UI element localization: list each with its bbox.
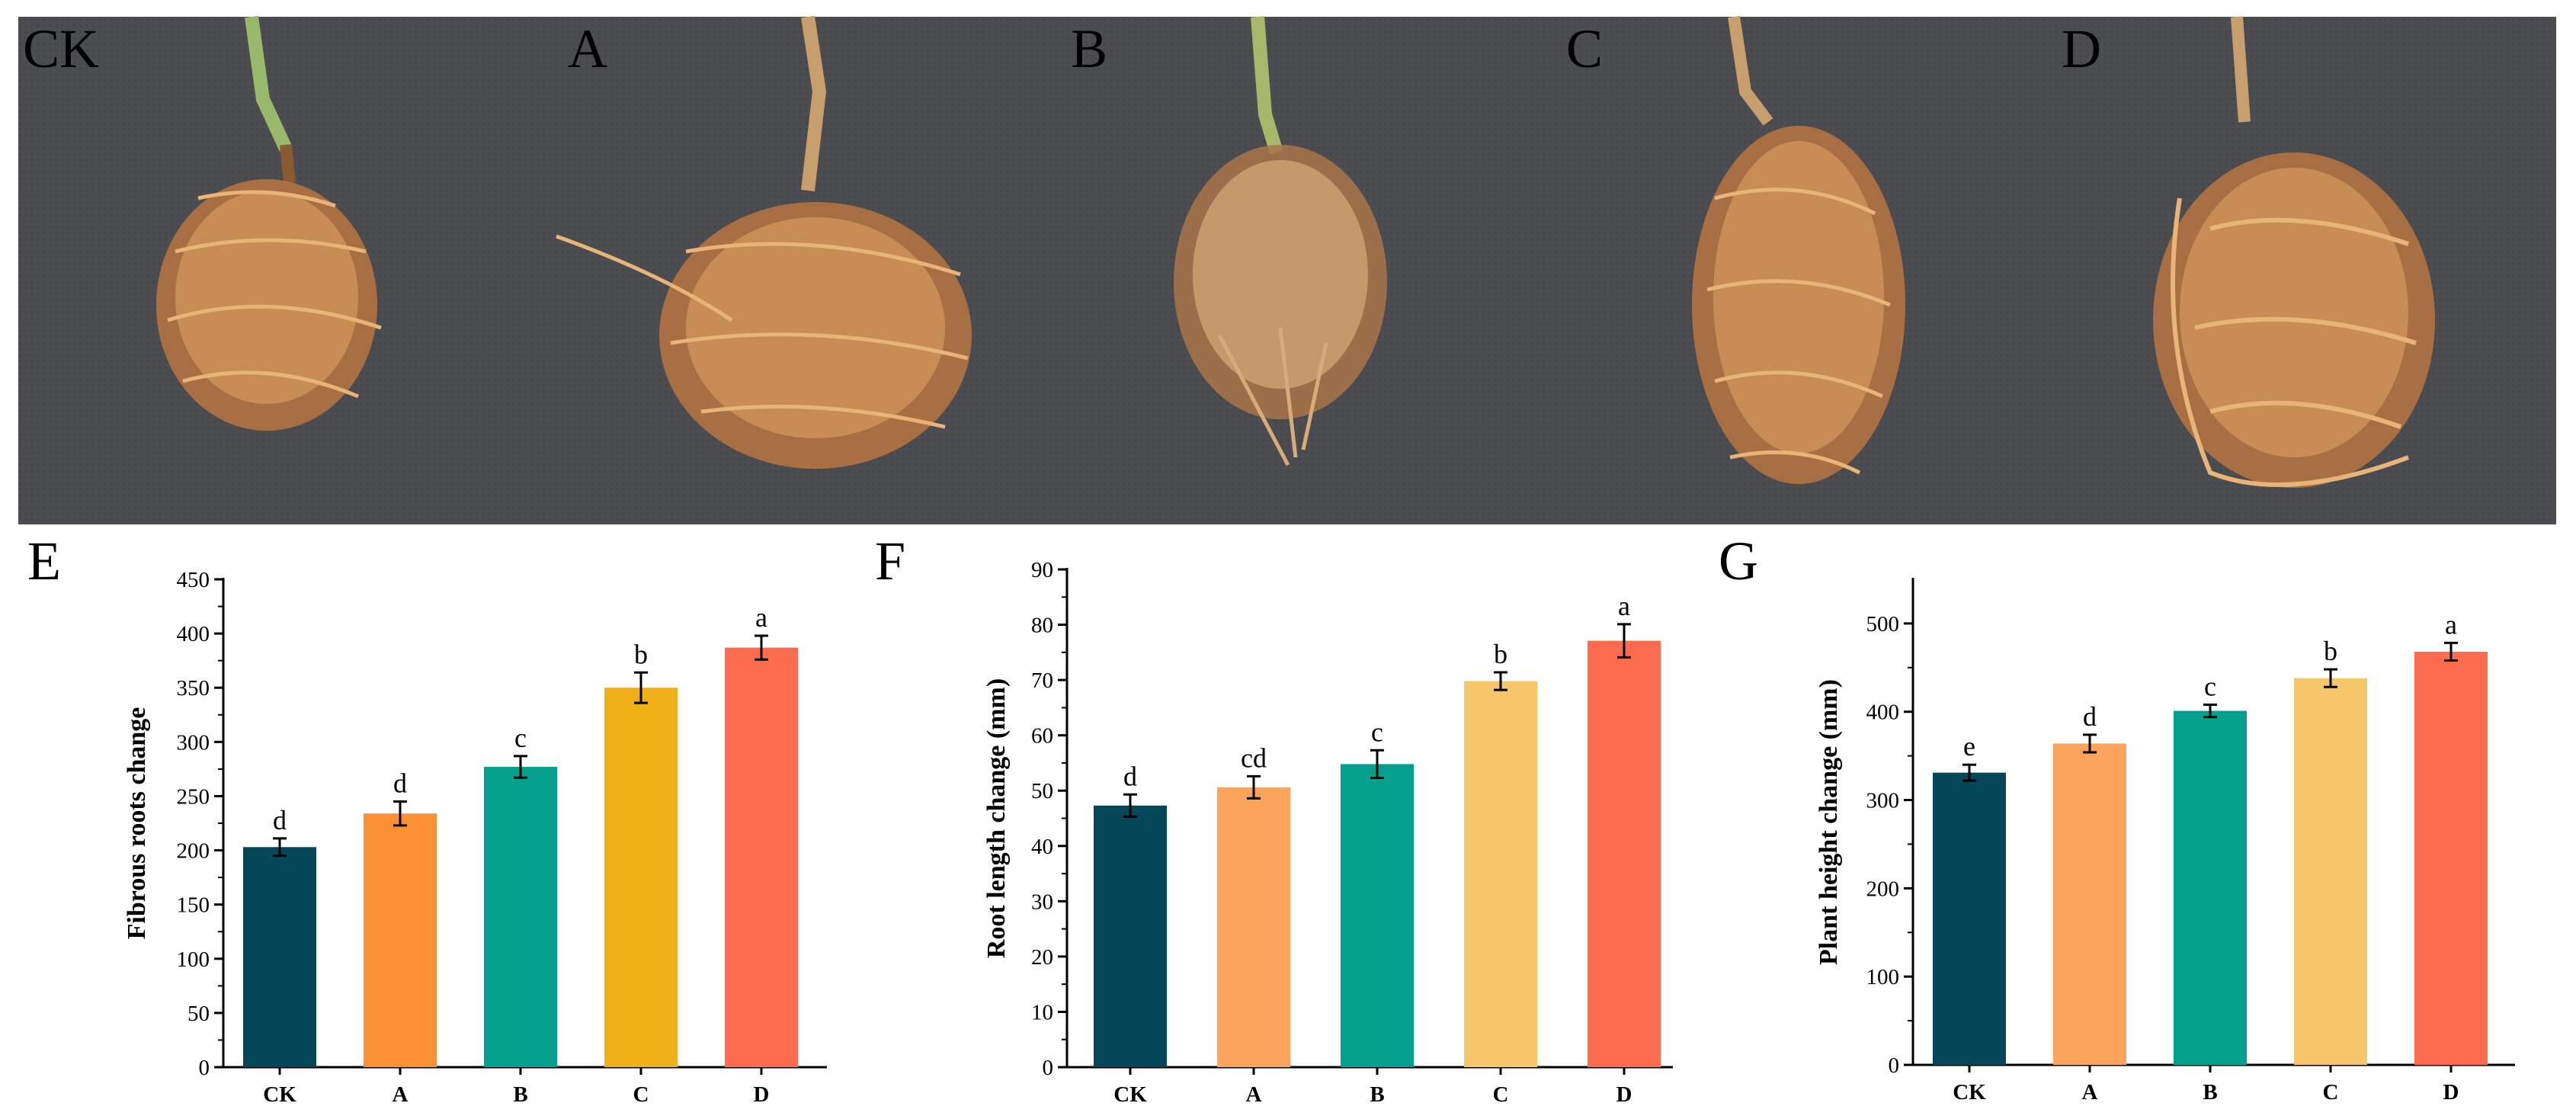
- y-tick-label: 20: [1031, 945, 1053, 970]
- bar-c: [2294, 678, 2367, 1065]
- significance-label: d: [2083, 701, 2097, 732]
- chart-fibrous-roots: E 0 50 100 150 200 250 300 350 400 450 Fibrous root…: [27, 531, 827, 1107]
- photo-label-ck: CK: [23, 18, 99, 79]
- significance-label: b: [2324, 636, 2337, 666]
- y-tick-label: 200: [177, 839, 210, 864]
- bar-a: [1217, 787, 1290, 1067]
- y-tick-label: 400: [1866, 701, 1900, 725]
- y-tick-label: 300: [177, 730, 210, 755]
- y-tick-label: 30: [1031, 890, 1053, 914]
- significance-label: b: [1494, 639, 1507, 669]
- bar-ck: [1094, 805, 1167, 1067]
- panel-letter: G: [1719, 531, 1758, 592]
- y-tick-label: 250: [177, 784, 210, 809]
- y-tick-label: 80: [1031, 614, 1053, 638]
- y-tick-label: 100: [177, 947, 210, 972]
- photo-label-d: D: [2062, 18, 2101, 79]
- x-tick-label: CK: [1953, 1080, 1986, 1105]
- panel-letter: F: [875, 531, 905, 592]
- bar-d: [1588, 640, 1661, 1067]
- y-tick-label: 50: [1031, 779, 1053, 803]
- chart-root-length: F 0 10 20 30 40 50 60 70 80 90 Root length change (…: [875, 531, 1673, 1107]
- significance-label: a: [755, 602, 767, 633]
- panel-letter: E: [27, 531, 61, 592]
- x-tick-label: C: [2323, 1080, 2339, 1105]
- y-axis-label: Fibrous roots change: [123, 707, 151, 940]
- bar-d: [725, 647, 798, 1067]
- significance-label: c: [514, 723, 527, 753]
- x-tick-label: C: [1493, 1082, 1509, 1107]
- x-tick-label: A: [2082, 1080, 2098, 1105]
- photo-label-b: B: [1071, 18, 1107, 79]
- root-mass-c: [1692, 15, 1905, 484]
- x-tick-label: D: [1616, 1082, 1632, 1107]
- x-tick-label: A: [392, 1082, 409, 1107]
- y-tick-label: 500: [1866, 612, 1900, 636]
- significance-label: a: [2445, 609, 2457, 640]
- y-tick-label: 0: [1043, 1056, 1054, 1080]
- significance-label: a: [1618, 591, 1630, 621]
- root-mass-d: [2153, 16, 2435, 488]
- bar-a: [2053, 743, 2126, 1065]
- x-tick-label: A: [1246, 1082, 1262, 1107]
- bar-b: [2174, 710, 2247, 1065]
- y-tick-label: 0: [199, 1056, 210, 1080]
- bar-b: [1341, 764, 1414, 1067]
- photo-label-c: C: [1566, 18, 1603, 79]
- chart-plant-height: G 0 100 200 300 400 500 Plant height change (mm…: [1719, 531, 2515, 1105]
- bar-ck: [1933, 772, 2006, 1065]
- x-tick-label: D: [754, 1082, 770, 1107]
- significance-label: c: [1371, 717, 1383, 747]
- x-tick-label: B: [2203, 1080, 2217, 1105]
- root-mass-b: [1174, 16, 1387, 467]
- y-tick-label: 0: [1889, 1053, 1900, 1078]
- y-tick-label: 450: [177, 568, 210, 592]
- y-tick-label: 40: [1031, 835, 1053, 859]
- significance-label: d: [393, 768, 407, 799]
- y-tick-label: 300: [1866, 789, 1900, 813]
- significance-label: cd: [1241, 742, 1267, 773]
- bar-c: [1464, 681, 1537, 1067]
- bar-a: [364, 813, 437, 1067]
- y-tick-label: 200: [1866, 877, 1900, 901]
- bar-b: [484, 767, 557, 1067]
- significance-label: d: [273, 805, 287, 835]
- bar-ck: [243, 847, 316, 1067]
- x-tick-label: CK: [1113, 1082, 1147, 1107]
- y-tick-label: 60: [1031, 724, 1053, 749]
- y-tick-label: 70: [1031, 669, 1053, 693]
- y-tick-label: 400: [177, 622, 210, 646]
- y-tick-label: 350: [177, 676, 210, 701]
- y-tick-label: 100: [1866, 965, 1900, 989]
- root-mass-a: [556, 15, 972, 469]
- x-tick-label: C: [633, 1082, 649, 1107]
- bar-c: [604, 688, 678, 1067]
- root-mass-ck: [156, 15, 382, 431]
- significance-label: e: [1963, 731, 1975, 761]
- y-tick-label: 50: [187, 1002, 210, 1026]
- significance-label: d: [1123, 761, 1137, 791]
- x-tick-label: B: [1370, 1082, 1384, 1107]
- photo-label-a: A: [568, 18, 607, 79]
- y-tick-label: 10: [1031, 1000, 1053, 1024]
- bar-d: [2414, 651, 2488, 1065]
- significance-label: b: [634, 639, 648, 669]
- x-tick-label: B: [513, 1082, 527, 1107]
- x-tick-label: D: [2443, 1080, 2459, 1105]
- y-tick-label: 150: [177, 893, 210, 918]
- y-axis-label: Root length change (mm): [982, 678, 1011, 958]
- y-axis-label: Plant height change (mm): [1815, 679, 1843, 965]
- y-tick-label: 90: [1031, 558, 1053, 582]
- x-tick-label: CK: [263, 1082, 296, 1107]
- significance-label: c: [2204, 671, 2216, 701]
